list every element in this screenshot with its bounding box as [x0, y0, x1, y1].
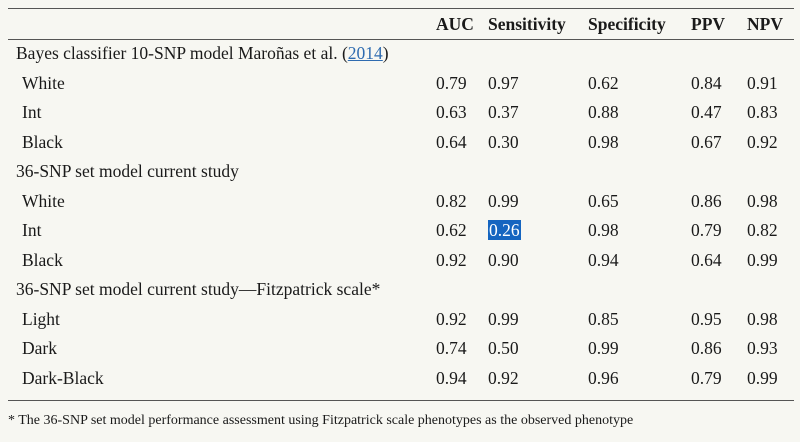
npv-cell: 0.83	[747, 102, 778, 123]
header-ppv: PPV	[691, 14, 726, 34]
npv-cell: 0.98	[747, 308, 778, 329]
header-specificity: Specificity	[588, 14, 666, 34]
specificity-cell: 0.88	[588, 102, 619, 123]
table-row: Int 0.62 0.26 0.98 0.79 0.82	[8, 216, 794, 246]
auc-cell: 0.92	[436, 308, 467, 329]
header-auc: AUC	[436, 14, 474, 34]
table-row: White 0.82 0.99 0.65 0.86 0.98	[8, 187, 794, 217]
specificity-cell: 0.98	[588, 131, 619, 152]
npv-cell: 0.98	[747, 190, 778, 211]
specificity-cell: 0.99	[588, 338, 619, 359]
ppv-cell: 0.67	[691, 131, 722, 152]
row-label: White	[22, 190, 65, 211]
ppv-cell: 0.79	[691, 220, 722, 241]
citation-link[interactable]: 2014	[347, 43, 383, 64]
row-label: Black	[22, 131, 63, 152]
sensitivity-cell: 0.97	[488, 72, 519, 93]
table-row: White 0.79 0.97 0.62 0.84 0.91	[8, 69, 794, 99]
ppv-cell: 0.64	[691, 249, 722, 270]
header-row: AUC Sensitivity Specificity PPV NPV	[8, 10, 794, 39]
sensitivity-cell[interactable]: 0.26	[488, 216, 588, 246]
auc-cell: 0.63	[436, 102, 467, 123]
npv-cell: 0.99	[747, 249, 778, 270]
npv-cell: 0.92	[747, 131, 778, 152]
group-title-row: 36-SNP set model current study—Fitzpatri…	[8, 275, 794, 305]
row-label: Dark	[22, 338, 57, 359]
header-cell-empty	[8, 10, 436, 39]
group-title-text: Bayes classifier 10-SNP model Maroñas et…	[16, 43, 348, 64]
auc-cell: 0.64	[436, 131, 467, 152]
table-row: Int 0.63 0.37 0.88 0.47 0.83	[8, 98, 794, 128]
table-row: Dark 0.74 0.50 0.99 0.86 0.93	[8, 334, 794, 364]
group-title: 36-SNP set model current study	[16, 161, 239, 182]
row-label: Light	[22, 308, 60, 329]
group-title: 36-SNP set model current study—Fitzpatri…	[16, 279, 381, 300]
sensitivity-cell: 0.30	[488, 131, 519, 152]
row-label: Dark-Black	[22, 367, 104, 388]
selected-text-highlight[interactable]: 0.26	[488, 220, 521, 241]
group-title-row: Bayes classifier 10-SNP model Maroñas et…	[8, 39, 794, 69]
row-label: White	[22, 72, 65, 93]
auc-cell: 0.94	[436, 367, 467, 388]
sensitivity-cell: 0.99	[488, 190, 519, 211]
group-title: Bayes classifier 10-SNP model Maroñas et…	[8, 39, 794, 69]
table-row: Black 0.92 0.90 0.94 0.64 0.99	[8, 246, 794, 276]
auc-cell: 0.92	[436, 249, 467, 270]
npv-cell: 0.99	[747, 367, 778, 388]
npv-cell: 0.93	[747, 338, 778, 359]
auc-cell: 0.79	[436, 72, 467, 93]
specificity-cell: 0.62	[588, 72, 619, 93]
ppv-cell: 0.95	[691, 308, 722, 329]
specificity-cell: 0.96	[588, 367, 619, 388]
table-row: Dark-Black 0.94 0.92 0.96 0.79 0.99	[8, 364, 794, 394]
header-npv: NPV	[747, 14, 783, 34]
auc-cell: 0.74	[436, 338, 467, 359]
ppv-cell: 0.47	[691, 102, 722, 123]
table-row: Light 0.92 0.99 0.85 0.95 0.98	[8, 305, 794, 335]
specificity-cell: 0.65	[588, 190, 619, 211]
sensitivity-cell: 0.90	[488, 249, 519, 270]
group-title-row: 36-SNP set model current study	[8, 157, 794, 187]
bottom-rule	[8, 400, 794, 401]
header-sensitivity: Sensitivity	[488, 14, 566, 34]
ppv-cell: 0.86	[691, 338, 722, 359]
sensitivity-cell: 0.37	[488, 102, 519, 123]
sensitivity-cell: 0.50	[488, 338, 519, 359]
row-label: Black	[22, 249, 63, 270]
table-row: Black 0.64 0.30 0.98 0.67 0.92	[8, 128, 794, 158]
auc-cell: 0.62	[436, 220, 467, 241]
results-table: AUC Sensitivity Specificity PPV NPV Baye…	[8, 10, 794, 393]
npv-cell: 0.91	[747, 72, 778, 93]
row-label: Int	[22, 102, 42, 123]
sensitivity-cell: 0.99	[488, 308, 519, 329]
ppv-cell: 0.86	[691, 190, 722, 211]
row-label: Int	[22, 220, 42, 241]
ppv-cell: 0.79	[691, 367, 722, 388]
ppv-cell: 0.84	[691, 72, 722, 93]
sensitivity-cell: 0.92	[488, 367, 519, 388]
top-rule	[8, 8, 794, 9]
npv-cell: 0.82	[747, 220, 778, 241]
auc-cell: 0.82	[436, 190, 467, 211]
specificity-cell: 0.94	[588, 249, 619, 270]
table-footnote: * The 36-SNP set model performance asses…	[8, 413, 634, 428]
group-title-suffix: )	[382, 43, 389, 64]
specificity-cell: 0.98	[588, 220, 619, 241]
header-rule	[8, 39, 794, 40]
specificity-cell: 0.85	[588, 308, 619, 329]
